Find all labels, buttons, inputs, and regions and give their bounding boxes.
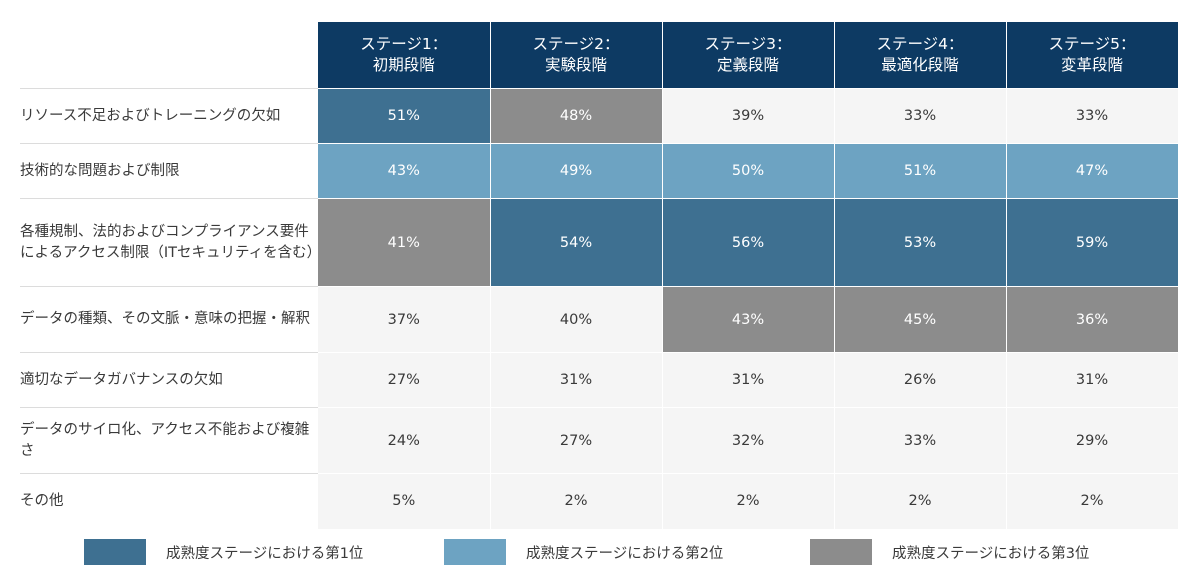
column-header-line-1: ステージ5： (1048, 35, 1136, 53)
heatmap-cell: 31% (490, 352, 663, 408)
column-header-stage-2: ステージ2： 実験段階 (490, 22, 663, 89)
legend-swatch-rank-1 (84, 539, 146, 565)
row-label: 各種規制、法的およびコンプライアンス要件によるアクセス制限（ITセキュリティを含… (20, 198, 321, 287)
column-header-line-1: ステージ1： (360, 35, 448, 53)
heatmap-cell: 43% (318, 143, 491, 199)
heatmap-cell: 2% (490, 473, 663, 529)
heatmap-cell: 40% (490, 286, 663, 353)
table-row: データのサイロ化、アクセス不能および複雑さ 24% 27% 32% 33% 29% (20, 407, 1179, 474)
heatmap-cell: 59% (1006, 198, 1179, 287)
heatmap-cell: 2% (1006, 473, 1179, 529)
table-row: その他 5% 2% 2% 2% 2% (20, 473, 1179, 529)
heatmap-cell: 56% (662, 198, 835, 287)
heatmap-cell: 50% (662, 143, 835, 199)
heatmap-cell: 47% (1006, 143, 1179, 199)
heatmap-cell: 48% (490, 88, 663, 144)
row-label: データの種類、その文脈・意味の把握・解釈 (20, 286, 318, 353)
heatmap-cell: 43% (662, 286, 835, 353)
heatmap-table: ステージ1： 初期段階 ステージ2： 実験段階 ステージ3： 定義段階 ステージ4： 最… (20, 22, 1179, 529)
heatmap-cell: 39% (662, 88, 835, 144)
table-row: データの種類、その文脈・意味の把握・解釈 37% 40% 43% 45% 36% (20, 286, 1179, 353)
column-header-line-1: ステージ2： (532, 35, 620, 53)
heatmap-cell: 51% (318, 88, 491, 144)
heatmap-cell: 31% (1006, 352, 1179, 408)
heatmap-cell: 36% (1006, 286, 1179, 353)
table-row: リソース不足およびトレーニングの欠如 51% 48% 39% 33% 33% (20, 88, 1179, 144)
column-header-line-2: 変革段階 (1060, 56, 1123, 74)
heatmap-cell: 49% (490, 143, 663, 199)
column-header-line-2: 実験段階 (544, 56, 607, 74)
heatmap-cell: 27% (318, 352, 491, 408)
heatmap-cell: 33% (834, 407, 1007, 474)
heatmap-cell: 26% (834, 352, 1007, 408)
column-header-stage-5: ステージ5： 変革段階 (1006, 22, 1179, 89)
table-row: 各種規制、法的およびコンプライアンス要件によるアクセス制限（ITセキュリティを含… (20, 198, 1179, 287)
heatmap-cell: 27% (490, 407, 663, 474)
column-header-stage-1: ステージ1： 初期段階 (318, 22, 491, 89)
heatmap-cell: 2% (834, 473, 1007, 529)
heatmap-cell: 2% (662, 473, 835, 529)
column-header-line-2: 定義段階 (716, 56, 779, 74)
table-row: 技術的な問題および制限 43% 49% 50% 51% 47% (20, 143, 1179, 199)
header-row: ステージ1： 初期段階 ステージ2： 実験段階 ステージ3： 定義段階 ステージ4： 最… (20, 22, 1179, 89)
row-label: 技術的な問題および制限 (20, 143, 318, 199)
column-header-line-1: ステージ3： (704, 35, 792, 53)
legend-label-rank-1: 成熟度ステージにおける第1位 (166, 546, 364, 562)
heatmap-cell: 5% (318, 473, 491, 529)
heatmap-cell: 33% (1006, 88, 1179, 144)
heatmap-cell: 54% (490, 198, 663, 287)
heatmap-cell: 41% (318, 198, 491, 287)
heatmap-cell: 24% (318, 407, 491, 474)
legend-swatch-rank-2 (444, 539, 506, 565)
row-label: リソース不足およびトレーニングの欠如 (20, 88, 318, 144)
heatmap-cell: 33% (834, 88, 1007, 144)
heatmap-cell: 29% (1006, 407, 1179, 474)
heatmap-cell: 32% (662, 407, 835, 474)
row-label: データのサイロ化、アクセス不能および複雑さ (20, 407, 318, 474)
table-row: 適切なデータガバナンスの欠如 27% 31% 31% 26% 31% (20, 352, 1179, 408)
column-header-line-2: 初期段階 (372, 56, 435, 74)
heatmap-cell: 45% (834, 286, 1007, 353)
column-header-stage-4: ステージ4： 最適化段階 (834, 22, 1007, 89)
column-header-line-1: ステージ4： (876, 35, 964, 53)
legend-label-rank-2: 成熟度ステージにおける第2位 (526, 546, 724, 562)
corner-cell (20, 22, 318, 89)
heatmap-cell: 51% (834, 143, 1007, 199)
heatmap-cell: 53% (834, 198, 1007, 287)
column-header-stage-3: ステージ3： 定義段階 (662, 22, 835, 89)
row-label: 適切なデータガバナンスの欠如 (20, 352, 318, 408)
legend-swatch-rank-3 (810, 539, 872, 565)
heatmap-cell: 31% (662, 352, 835, 408)
legend: 成熟度ステージにおける第1位 成熟度ステージにおける第2位 成熟度ステージにおけ… (84, 537, 1184, 567)
row-label: その他 (20, 473, 318, 529)
column-header-line-2: 最適化段階 (881, 56, 959, 74)
legend-label-rank-3: 成熟度ステージにおける第3位 (892, 546, 1090, 562)
heatmap-cell: 37% (318, 286, 491, 353)
